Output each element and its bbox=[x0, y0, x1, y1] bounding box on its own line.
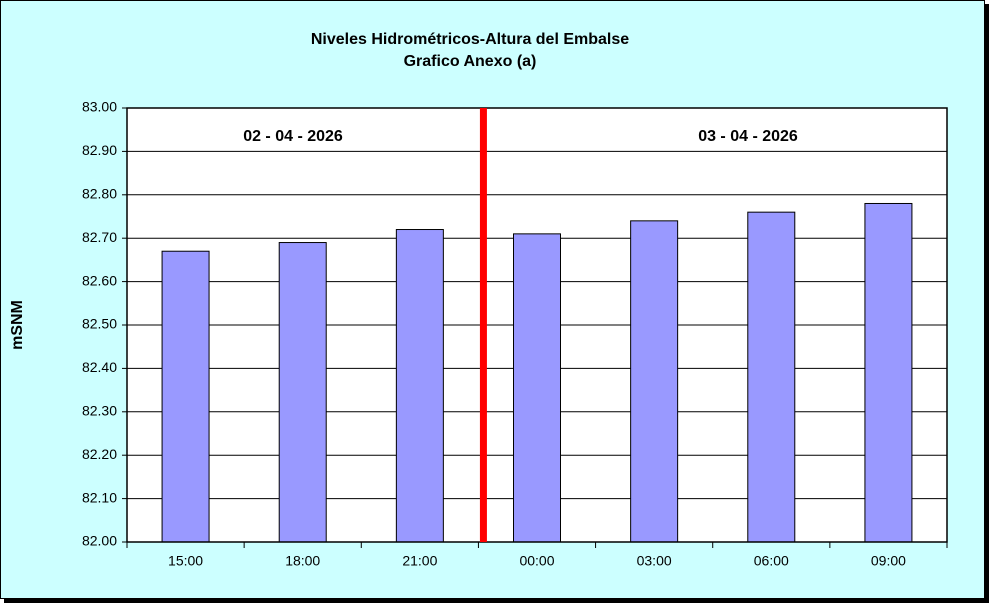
plot: 82.00 82.10 82.20 82.30 82.40 82.50 82.60 82.70… bbox=[82, 99, 948, 569]
y-axis-label: mSNM bbox=[9, 300, 26, 350]
y-tick-label: 82.20 bbox=[82, 446, 117, 462]
x-tick-label: 09:00 bbox=[871, 553, 906, 569]
annotation: 03 - 04 - 2026 bbox=[698, 128, 798, 145]
x-tick-label: 21:00 bbox=[402, 553, 437, 569]
bar bbox=[747, 211, 796, 543]
chart-title: Niveles Hidrométricos-Altura del Embalse bbox=[311, 31, 629, 48]
y-tick-label: 82.50 bbox=[82, 316, 117, 332]
y-tick-label: 83.00 bbox=[82, 99, 117, 115]
x-tick-label: 06:00 bbox=[754, 553, 789, 569]
y-tick-label: 82.60 bbox=[82, 272, 117, 288]
bar bbox=[395, 229, 444, 543]
x-tick-label: 03:00 bbox=[637, 553, 672, 569]
x-tick-label: 15:00 bbox=[168, 553, 203, 569]
y-tick-label: 82.00 bbox=[82, 533, 117, 549]
chart-subtitle: Grafico Anexo (a) bbox=[404, 53, 537, 70]
y-tick-label: 82.80 bbox=[82, 186, 117, 202]
bar bbox=[278, 242, 327, 543]
plot-border bbox=[126, 107, 948, 543]
y-tick-label: 82.40 bbox=[82, 359, 117, 375]
y-tick-label: 82.30 bbox=[82, 403, 117, 419]
x-tick-label: 18:00 bbox=[285, 553, 320, 569]
bar bbox=[864, 202, 913, 543]
bar bbox=[161, 250, 210, 543]
y-tick-label: 82.10 bbox=[82, 489, 117, 505]
annotation: 02 - 04 - 2026 bbox=[243, 128, 343, 145]
bar bbox=[630, 220, 679, 543]
x-tick-label: 00:00 bbox=[519, 553, 554, 569]
y-tick-label: 82.90 bbox=[82, 142, 117, 158]
y-tick-label: 82.70 bbox=[82, 229, 117, 245]
bar bbox=[513, 233, 561, 543]
